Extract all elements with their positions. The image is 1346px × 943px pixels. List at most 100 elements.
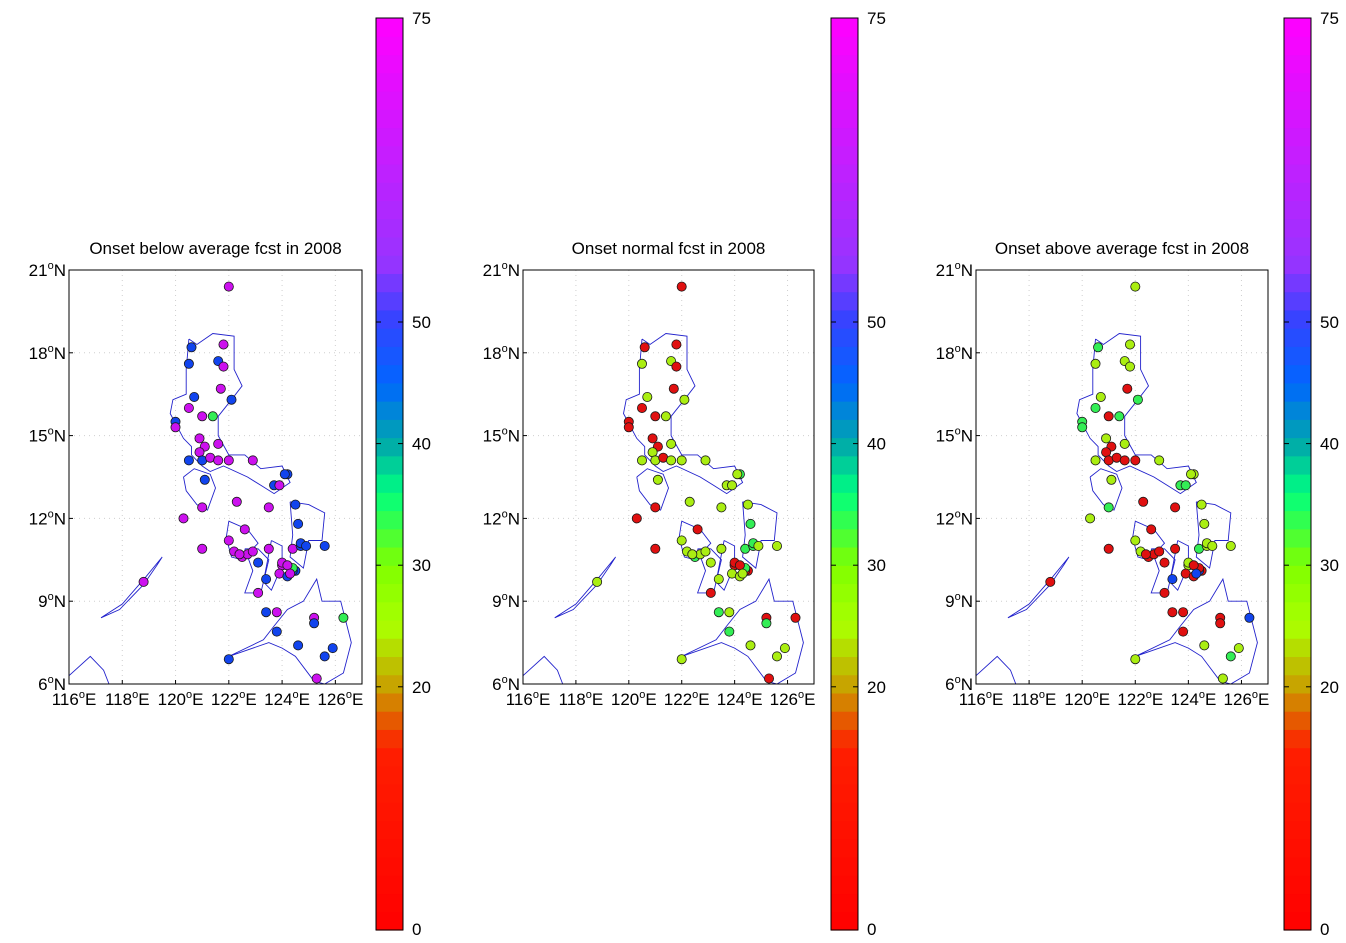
station-marker <box>186 342 197 353</box>
colorbar-band <box>831 18 858 37</box>
colorbar-band <box>1284 145 1311 165</box>
colorbar-band <box>1284 218 1311 238</box>
station-marker <box>263 502 274 513</box>
colorbar-band <box>831 565 858 585</box>
colorbar-band <box>1284 674 1311 694</box>
station-marker <box>1199 640 1210 651</box>
station-marker <box>1225 651 1236 662</box>
lat-tick-label: 6oN <box>945 674 973 694</box>
station-marker <box>293 640 304 651</box>
station-marker <box>1130 281 1141 292</box>
lon-tick-label: 116oE <box>506 689 551 709</box>
colorbar-band <box>376 346 403 366</box>
station-marker <box>138 576 149 587</box>
colorbar-band <box>831 802 858 822</box>
station-marker <box>170 422 181 433</box>
lon-tick-label: 118oE <box>1012 689 1057 709</box>
map-panel-3: Onset above average fcst in 2008 6oN 9oN 12… <box>936 239 1270 709</box>
lat-tick-label: 15oN <box>936 426 973 446</box>
colorbar-band <box>376 145 403 165</box>
colorbar-band <box>1284 893 1311 913</box>
station-marker <box>700 455 711 466</box>
colorbar-band <box>376 857 403 876</box>
station-marker <box>764 673 775 684</box>
colorbar-band <box>1284 583 1311 603</box>
station-marker <box>207 411 218 422</box>
lat-tick-label: 15oN <box>29 426 66 446</box>
colorbar-band <box>376 838 403 858</box>
station-marker <box>734 560 745 571</box>
station-marker <box>1101 433 1112 444</box>
station-marker <box>727 480 738 491</box>
colorbar-band <box>1284 492 1311 512</box>
colorbar-tick-label: 75 <box>1320 9 1339 28</box>
colorbar-band <box>831 54 858 74</box>
station-marker <box>692 524 703 535</box>
lat-tick-label: 18oN <box>483 343 520 363</box>
colorbar-band <box>376 218 403 238</box>
colorbar-band <box>831 145 858 165</box>
colorbar-band <box>1284 838 1311 858</box>
colorbar-tick-label: 40 <box>1320 435 1339 454</box>
station-marker <box>742 499 753 510</box>
colorbar-1: 0 20 30 40 50 75 <box>375 9 431 939</box>
colorbar-band <box>1284 802 1311 822</box>
colorbar-band <box>376 291 403 311</box>
colorbar-band <box>831 309 858 329</box>
lon-tick-label: 118oE <box>105 689 150 709</box>
lon-tick-label: 124oE <box>264 689 310 709</box>
colorbar-tick-label: 40 <box>867 435 886 454</box>
station-marker <box>263 543 274 554</box>
station-marker <box>231 496 242 507</box>
station-marker <box>239 524 250 535</box>
station-marker <box>327 643 338 654</box>
colorbar-band <box>831 619 858 639</box>
colorbar-band <box>1284 291 1311 311</box>
colorbar-band <box>376 90 403 110</box>
lon-tick-label: 120oE <box>158 689 204 709</box>
station-marker <box>1095 391 1106 402</box>
colorbar-band <box>376 364 403 384</box>
colorbar-tick-label: 20 <box>412 678 431 697</box>
lat-tick-label: 6oN <box>38 674 66 694</box>
colorbar-band <box>376 565 403 585</box>
colorbar-band <box>1284 54 1311 74</box>
colorbar-tick-label: 50 <box>412 313 431 332</box>
colorbar-band <box>1284 72 1311 92</box>
colorbar-band <box>831 401 858 420</box>
colorbar-band <box>376 674 403 694</box>
lon-tick-label: 120oE <box>1064 689 1110 709</box>
lon-tick-label: 126oE <box>1224 689 1270 709</box>
colorbar-band <box>376 18 403 37</box>
colorbar-band <box>831 875 858 895</box>
station-marker <box>700 546 711 557</box>
colorbar-band <box>831 455 858 475</box>
station-marker <box>223 535 234 546</box>
colorbar-band <box>1284 546 1311 566</box>
panel-title: Onset above average fcst in 2008 <box>995 239 1249 258</box>
colorbar-band <box>376 765 403 785</box>
colorbar-band <box>376 619 403 639</box>
colorbar-band <box>1284 364 1311 384</box>
station-marker <box>779 643 790 654</box>
colorbar-band <box>831 711 858 730</box>
colorbar-band <box>376 546 403 566</box>
station-marker <box>687 549 698 560</box>
colorbar-tick-label: 50 <box>1320 313 1339 332</box>
colorbar-band <box>1284 784 1311 803</box>
colorbar-band <box>376 236 403 256</box>
colorbar-band <box>1284 255 1311 274</box>
colorbar-band <box>1284 382 1311 402</box>
colorbar-band <box>1284 510 1311 530</box>
colorbar-band <box>376 692 403 712</box>
station-marker <box>637 402 648 413</box>
station-marker <box>745 640 756 651</box>
colorbar-band <box>831 200 858 220</box>
colorbar-frame <box>830 17 859 931</box>
colorbar-band <box>1284 857 1311 876</box>
station-marker <box>1090 358 1101 369</box>
colorbar-frame <box>1283 17 1312 931</box>
colorbar-band <box>831 638 858 657</box>
colorbar-band <box>376 601 403 621</box>
station-marker <box>652 474 663 485</box>
